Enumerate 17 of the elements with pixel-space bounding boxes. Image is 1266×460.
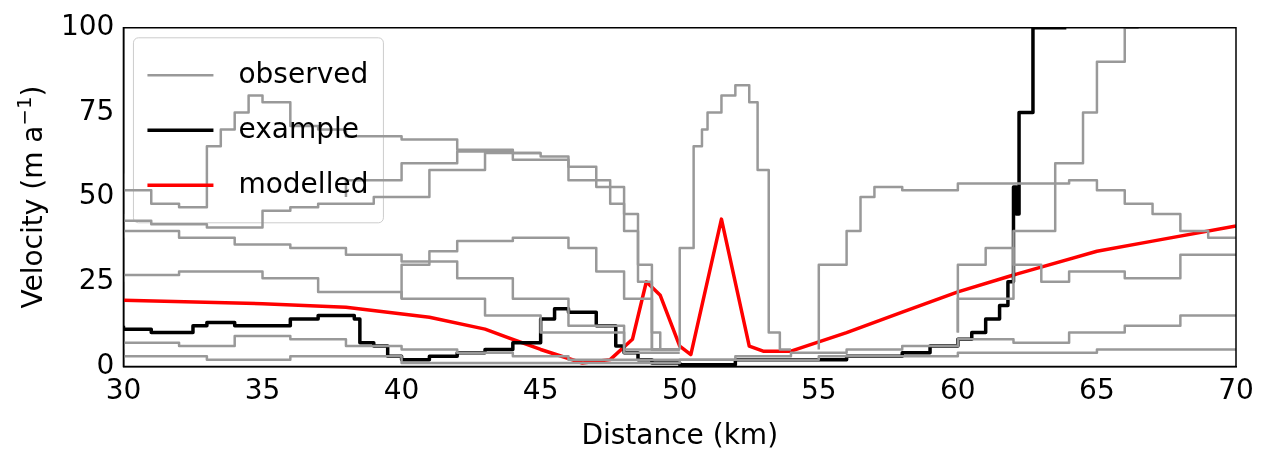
x-tick-label: 40 xyxy=(383,373,420,407)
y-axis-title: Velocity (m a−1) xyxy=(12,85,49,309)
legend-label: modelled xyxy=(238,166,369,200)
legend-label: example xyxy=(238,111,359,145)
x-tick-label: 65 xyxy=(1079,373,1115,407)
x-tick-label: 55 xyxy=(800,373,837,407)
legend-label: observed xyxy=(238,56,369,90)
x-tick-label: 35 xyxy=(244,373,281,407)
x-tick-label: 60 xyxy=(940,373,976,407)
y-tick-label: 50 xyxy=(78,178,115,212)
y-tick-label: 75 xyxy=(78,93,115,127)
y-tick-label: 25 xyxy=(78,263,115,297)
x-tick-label: 45 xyxy=(522,373,559,407)
x-tick-label: 70 xyxy=(1218,373,1254,407)
x-axis-title: Distance (km) xyxy=(581,418,779,451)
y-tick-label: 100 xyxy=(60,9,115,43)
x-tick-label: 50 xyxy=(661,373,698,407)
